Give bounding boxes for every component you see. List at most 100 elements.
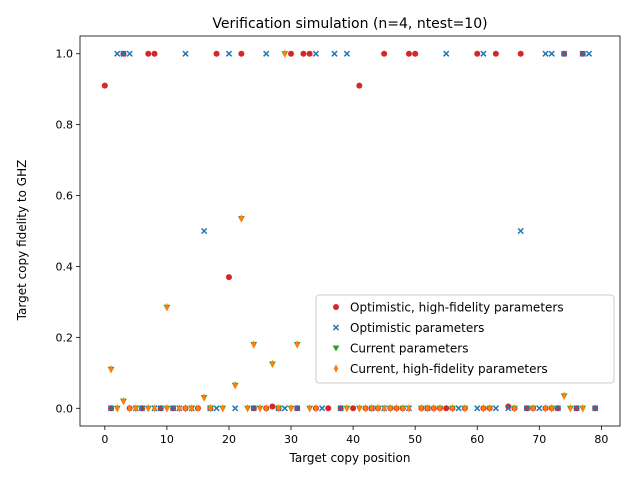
x-tick-label: 80: [594, 433, 608, 446]
x-axis-label: Target copy position: [289, 451, 411, 465]
data-point: [455, 405, 462, 412]
data-point: [573, 405, 580, 412]
data-point-stroke: [281, 405, 288, 412]
legend-label: Optimistic, high-fidelity parameters: [350, 301, 564, 315]
data-point: [443, 405, 450, 412]
x-axis: 0 10 20 30 40 50 60 70 80: [101, 426, 608, 446]
data-point-stroke: [138, 405, 146, 412]
data-point: [561, 391, 567, 401]
y-axis-label: Target copy fidelity to GHZ: [15, 160, 29, 322]
data-point: [120, 50, 127, 57]
data-point-stroke: [579, 50, 586, 57]
data-point: [152, 404, 157, 413]
plot-area: [101, 49, 599, 413]
data-point: [331, 50, 338, 57]
legend-marker-stroke: [332, 324, 340, 331]
x-tick-label: 50: [408, 433, 422, 446]
data-point: [337, 405, 344, 412]
data-point-stroke: [554, 405, 562, 412]
x-tick-label: 60: [470, 433, 484, 446]
data-point: [585, 50, 593, 57]
data-point: [450, 404, 455, 413]
data-point: [517, 227, 524, 235]
data-point-stroke: [157, 405, 164, 412]
data-point-stroke: [542, 50, 549, 57]
data-point: [220, 404, 226, 413]
data-point: [213, 405, 220, 412]
data-point-stroke: [201, 227, 208, 235]
data-point: [350, 405, 357, 412]
data-point: [126, 50, 133, 57]
data-point: [201, 393, 207, 402]
data-point-stroke: [114, 50, 121, 57]
x-tick-label: 10: [160, 433, 174, 446]
data-point: [474, 50, 481, 57]
data-point: [164, 404, 170, 413]
data-point: [114, 404, 120, 413]
data-point: [294, 405, 301, 412]
data-point: [288, 404, 294, 413]
data-point-stroke: [318, 405, 326, 412]
data-point: [195, 404, 201, 413]
data-point: [480, 50, 487, 57]
data-point-stroke: [474, 405, 481, 412]
data-point: [232, 381, 238, 390]
data-point-stroke: [232, 405, 239, 412]
data-point: [307, 404, 312, 413]
data-point: [548, 50, 555, 57]
data-point-stroke: [263, 50, 270, 57]
data-point: [530, 404, 536, 413]
data-point: [523, 405, 531, 412]
data-point: [419, 404, 424, 413]
data-point-stroke: [337, 405, 344, 412]
data-point: [512, 404, 517, 413]
data-point: [394, 404, 399, 413]
legend-marker: [332, 345, 340, 352]
data-point-stroke: [182, 50, 189, 57]
data-point: [108, 365, 114, 374]
data-point-stroke: [120, 50, 127, 57]
data-point: [145, 404, 151, 413]
data-point: [282, 49, 288, 58]
data-point-stroke: [573, 405, 580, 412]
y-tick-label: 1.0: [56, 48, 74, 61]
plot-frame: [79, 35, 621, 427]
data-point: [481, 404, 486, 413]
legend-marker: [333, 304, 339, 310]
data-point: [505, 403, 512, 410]
data-point-stroke: [585, 50, 593, 57]
data-point: [381, 50, 388, 57]
data-point-stroke: [492, 405, 499, 412]
data-point-stroke: [523, 405, 531, 412]
data-point-stroke: [294, 405, 301, 412]
data-point: [492, 405, 499, 412]
data-point: [543, 404, 548, 413]
data-point: [400, 404, 406, 413]
data-point: [177, 404, 182, 413]
data-point: [592, 405, 599, 412]
data-point: [431, 404, 437, 413]
data-point-stroke: [250, 405, 257, 412]
data-point: [549, 404, 555, 413]
data-point: [318, 405, 326, 412]
data-point: [462, 404, 468, 413]
chart-title: Verification simulation (n=4, ntest=10): [212, 16, 487, 32]
data-point: [263, 50, 270, 57]
data-point: [232, 405, 239, 412]
data-point: [343, 50, 351, 57]
x-tick-label: 20: [222, 433, 236, 446]
data-point-stroke: [213, 405, 220, 412]
data-point: [517, 50, 524, 57]
y-tick-label: 0.2: [56, 331, 74, 344]
series-4: [108, 49, 586, 413]
data-point: [381, 404, 387, 413]
data-point: [250, 405, 257, 412]
legend: Optimistic, high-fidelity parameters Opti…: [315, 294, 615, 384]
legend-label: Optimistic parameters: [350, 321, 484, 335]
data-point: [344, 404, 350, 413]
data-point-stroke: [548, 50, 555, 57]
x-tick-label: 0: [101, 433, 108, 446]
data-point-stroke: [225, 50, 233, 57]
legend-label: Current, high-fidelity parameters: [350, 362, 548, 376]
